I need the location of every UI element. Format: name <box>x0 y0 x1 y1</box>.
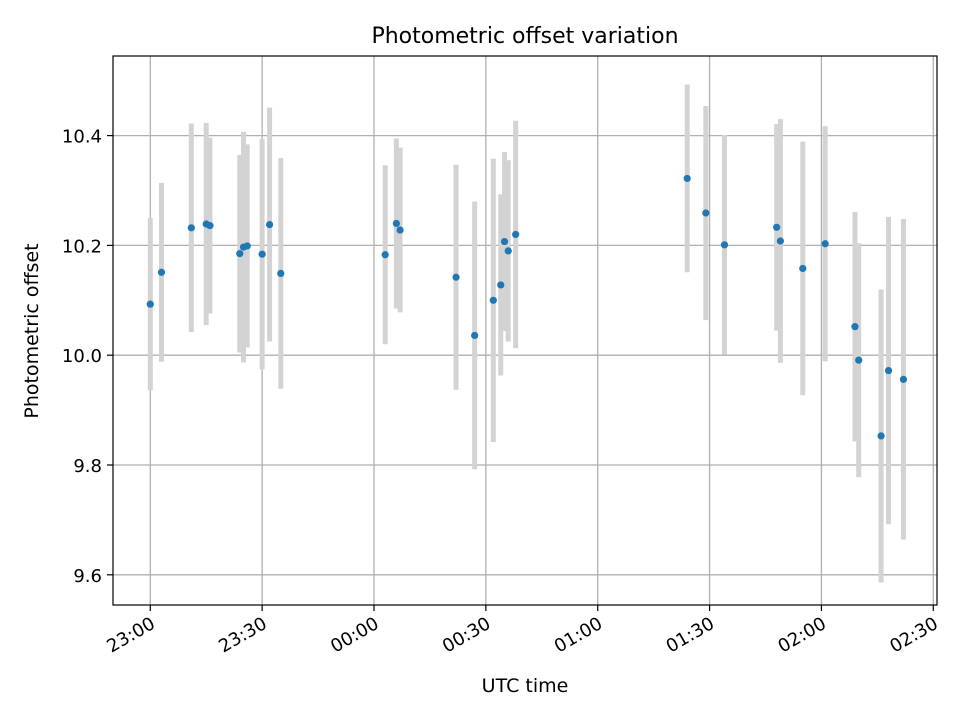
data-point <box>884 366 893 375</box>
chart-title: Photometric offset variation <box>371 24 678 49</box>
x-axis-label: UTC time <box>482 675 569 697</box>
data-point <box>187 224 195 232</box>
data-point <box>702 209 710 217</box>
data-point <box>381 251 389 259</box>
y-tick-label: 9.8 <box>73 456 102 477</box>
data-point <box>821 240 829 248</box>
data-points <box>146 174 908 440</box>
data-point <box>277 269 285 278</box>
data-point <box>258 250 266 258</box>
y-tick-label: 9.6 <box>73 566 102 587</box>
data-point <box>206 222 214 230</box>
y-tick-label: 10.4 <box>62 127 102 148</box>
data-point <box>452 273 460 281</box>
y-tick-label: 10.2 <box>62 236 102 257</box>
data-point <box>243 242 251 250</box>
data-point <box>776 237 785 245</box>
y-axis-label: Photometric offset <box>21 243 43 418</box>
data-point <box>504 247 512 255</box>
data-point <box>157 268 166 276</box>
plot-frame <box>112 55 938 606</box>
data-point <box>851 323 859 331</box>
data-point <box>683 174 691 183</box>
data-point <box>146 300 154 308</box>
data-point <box>773 223 781 231</box>
data-point <box>500 237 509 246</box>
data-point <box>265 220 274 229</box>
data-point <box>471 331 479 340</box>
data-point <box>855 356 863 364</box>
data-point <box>899 375 908 383</box>
data-point <box>512 230 520 239</box>
data-point <box>720 241 729 249</box>
data-point <box>489 296 497 304</box>
data-point <box>396 226 404 234</box>
data-point <box>799 264 807 273</box>
data-point <box>236 250 244 258</box>
data-point <box>877 432 885 440</box>
data-point <box>392 219 400 228</box>
data-point <box>497 281 505 289</box>
y-tick-label: 10.0 <box>62 346 102 367</box>
